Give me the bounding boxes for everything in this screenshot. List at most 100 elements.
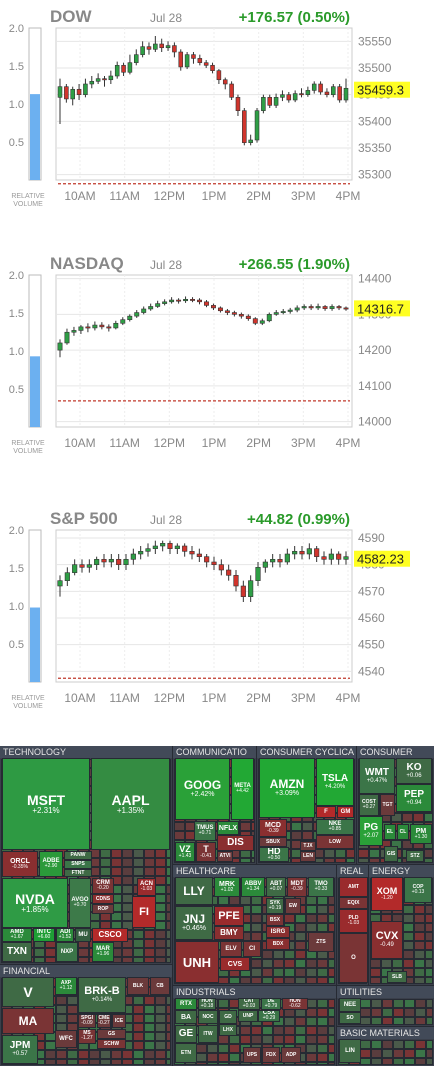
stock-tile[interactable]: LEN xyxy=(300,851,316,862)
stock-tile[interactable]: HON +0.18 xyxy=(198,998,216,1010)
stock-tile[interactable]: CI xyxy=(243,941,261,957)
stock-tile[interactable]: BRK-B +0.14% xyxy=(78,977,126,1013)
stock-tile[interactable]: AMD +1.67 xyxy=(2,928,32,942)
stock-tile[interactable]: AMZN +3.09% xyxy=(259,758,315,818)
stock-tile[interactable]: PANW xyxy=(64,851,92,860)
stock-tile[interactable]: PFE xyxy=(214,906,244,926)
stock-tile[interactable]: AXP +1.12 xyxy=(55,977,77,995)
stock-tile[interactable]: TXN xyxy=(2,942,32,962)
stock-tile[interactable]: MS -1.27 xyxy=(78,1029,96,1044)
stock-tile[interactable]: COST +0.27 xyxy=(359,794,379,816)
stock-tile[interactable]: ATVI xyxy=(217,851,233,862)
stock-tile[interactable]: CSX +0.29 xyxy=(258,1010,280,1022)
stock-tile[interactable]: COP +0.13 xyxy=(404,877,432,903)
stock-tile[interactable]: MCD -0.39 xyxy=(259,819,287,837)
stock-tile[interactable]: SO xyxy=(339,1012,361,1024)
stock-tile[interactable]: PM +1.30 xyxy=(410,824,432,844)
stock-tile[interactable]: UNP xyxy=(238,1010,258,1022)
stock-tile[interactable]: ITW xyxy=(198,1025,218,1043)
stock-tile[interactable]: VZ +1.43 xyxy=(175,842,195,862)
stock-tile[interactable]: AAPL +1.35% xyxy=(91,758,170,850)
stock-tile[interactable]: BA xyxy=(175,1010,197,1024)
stock-tile[interactable]: GOOG +2.42% xyxy=(175,758,230,820)
stock-tile[interactable]: UNH xyxy=(175,941,219,983)
stock-tile[interactable]: SNPS xyxy=(64,860,92,869)
stock-tile[interactable]: GIS xyxy=(384,846,398,862)
stock-tile[interactable]: ABT +0.07 xyxy=(266,877,286,897)
stock-tile[interactable]: ZTS xyxy=(308,932,334,952)
stock-tile[interactable]: SBUX xyxy=(259,837,287,847)
stock-tile[interactable]: ISRG xyxy=(266,926,290,938)
stock-tile[interactable]: MRK +1.02 xyxy=(214,877,240,897)
stock-tile[interactable]: EL xyxy=(384,824,396,840)
stock-tile[interactable]: ADI +1.52 xyxy=(56,928,74,942)
stock-tile[interactable]: WFC xyxy=(55,1030,77,1048)
stock-tile[interactable]: NVDA +1.85% xyxy=(2,878,68,928)
stock-tile[interactable]: GD xyxy=(219,1010,237,1024)
stock-tile[interactable]: TMO +0.33 xyxy=(308,877,334,897)
stock-tile[interactable]: DE +0.79 xyxy=(261,998,281,1010)
stock-tile[interactable]: LHX xyxy=(219,1024,237,1036)
stock-tile[interactable]: NOC xyxy=(198,1010,218,1024)
stock-tile[interactable]: JNJ +0.46% xyxy=(175,906,213,940)
stock-tile[interactable]: FI xyxy=(132,896,156,928)
stock-tile[interactable]: NKE +0.85 xyxy=(316,819,354,835)
stock-tile[interactable]: LIN xyxy=(339,1039,361,1063)
stock-tile[interactable]: PEP +0.94 xyxy=(396,784,432,812)
stock-tile[interactable]: ACN -1.03 xyxy=(137,878,156,896)
stock-tile[interactable]: ADBE +2.90 xyxy=(39,851,63,877)
stock-tile[interactable]: ABBV +1.34 xyxy=(241,877,265,897)
stock-tile[interactable]: BDX xyxy=(266,938,290,950)
stock-tile[interactable]: PG +2.07 xyxy=(359,816,383,846)
stock-tile[interactable]: CAT +0.03 xyxy=(238,998,260,1010)
stock-tile[interactable]: CSCO xyxy=(92,928,128,942)
stock-tile[interactable]: ICE xyxy=(112,1014,126,1028)
stock-tile[interactable]: XOM -1.20 xyxy=(371,877,403,911)
stock-tile[interactable]: INTC +6.60 xyxy=(33,928,55,942)
stock-tile[interactable]: TSLA +4.20% xyxy=(316,758,354,806)
stock-tile[interactable]: AVGO +0.70 xyxy=(69,878,91,928)
stock-tile[interactable]: V xyxy=(2,977,54,1007)
stock-tile[interactable]: BSX xyxy=(266,914,284,926)
stock-tile[interactable]: SCHW xyxy=(97,1039,126,1049)
stock-tile[interactable]: SYK +0.19 xyxy=(266,898,284,914)
stock-tile[interactable]: NFLX xyxy=(217,821,239,835)
stock-tile[interactable]: CME -0.27 xyxy=(97,1014,111,1028)
stock-tile[interactable]: CB xyxy=(150,977,170,995)
stock-tile[interactable]: CVX -0.49 xyxy=(371,921,403,959)
stock-tile[interactable]: LLY xyxy=(175,877,213,905)
stock-tile[interactable]: SPGI -0.09 xyxy=(78,1014,96,1028)
stock-tile[interactable]: PLD -1.03 xyxy=(339,909,368,933)
stock-tile[interactable]: FDX xyxy=(262,1047,280,1063)
stock-tile[interactable]: WMT +0.47% xyxy=(359,758,395,794)
stock-tile[interactable]: UPS xyxy=(243,1047,261,1063)
stock-tile[interactable]: HON -0.62 xyxy=(282,998,308,1010)
stock-tile[interactable]: SLB xyxy=(387,971,407,983)
stock-tile[interactable]: T -0.41 xyxy=(196,842,216,862)
stock-tile[interactable]: KO +0.06 xyxy=(396,758,432,784)
stock-tile[interactable]: TGT xyxy=(380,794,395,816)
stock-tile[interactable]: F xyxy=(316,806,336,818)
stock-tile[interactable]: RTX xyxy=(175,998,197,1010)
stock-tile[interactable]: EQIX xyxy=(339,897,368,909)
stock-tile[interactable]: GS xyxy=(97,1029,126,1039)
stock-tile[interactable]: GE xyxy=(175,1025,197,1043)
stock-tile[interactable]: NEE xyxy=(339,998,361,1012)
stock-tile[interactable]: NXP xyxy=(56,942,78,962)
stock-tile[interactable]: MA xyxy=(2,1008,54,1034)
stock-tile[interactable]: ETN xyxy=(175,1043,197,1063)
stock-tile[interactable]: BLK xyxy=(127,977,149,995)
stock-tile[interactable]: CDNS xyxy=(92,894,114,904)
stock-tile[interactable]: ADP xyxy=(281,1047,301,1063)
stock-tile[interactable]: MSFT +2.31% xyxy=(2,758,90,850)
stock-tile[interactable]: EW xyxy=(285,898,301,914)
stock-tile[interactable]: GM xyxy=(337,806,354,818)
stock-tile[interactable]: LOW xyxy=(316,835,354,849)
stock-tile[interactable]: MAR +1.96 xyxy=(92,942,114,962)
stock-tile[interactable]: MU xyxy=(75,928,91,942)
stock-tile[interactable]: CL xyxy=(397,824,409,840)
stock-tile[interactable]: STZ xyxy=(406,850,424,862)
stock-tile[interactable]: CVS xyxy=(220,957,250,971)
stock-tile[interactable]: AMT xyxy=(339,877,368,897)
stock-tile[interactable]: ELV xyxy=(220,941,242,957)
